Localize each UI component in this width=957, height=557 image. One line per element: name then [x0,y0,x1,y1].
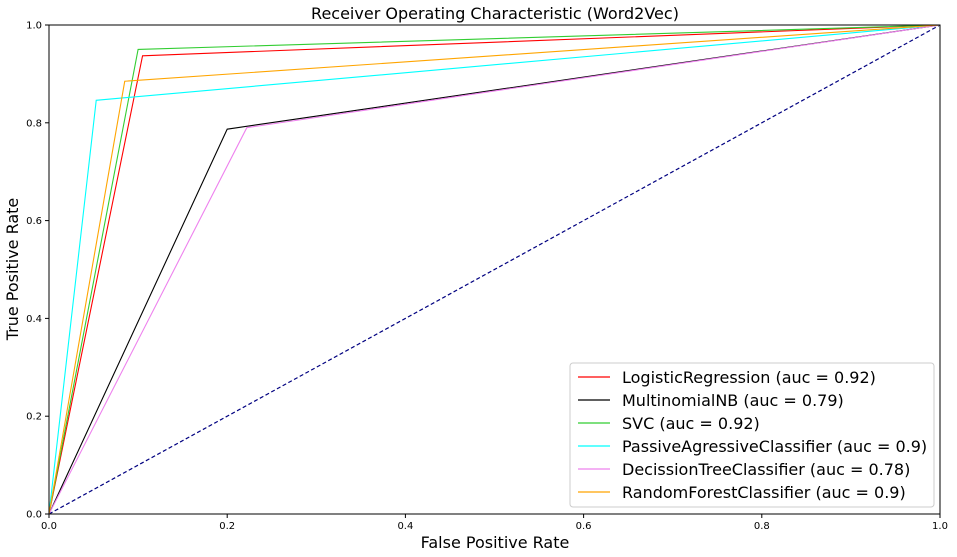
x-tick-label: 0.6 [576,521,592,532]
series-line-5 [48,24,941,515]
x-axis-label: False Positive Rate [421,533,570,552]
legend-label-5: RandomForestClassifier (auc = 0.9) [622,483,906,502]
legend-label-1: MultinomialNB (auc = 0.79) [622,391,844,410]
x-tick-label: 0.4 [397,521,413,532]
y-tick-label: 0.6 [26,216,42,227]
legend-label-0: LogisticRegression (auc = 0.92) [622,368,876,387]
y-tick-label: 1.0 [26,21,42,32]
x-tick-label: 0.8 [754,521,770,532]
y-tick-label: 0.0 [26,510,42,521]
series-line-0 [48,24,941,515]
x-tick-label: 0.2 [219,521,235,532]
reference-diagonal-line [48,24,941,515]
series-line-4 [48,24,941,515]
y-axis-label: True Positive Rate [3,198,22,342]
legend: LogisticRegression (auc = 0.92) Multinomi… [569,362,935,508]
legend-label-4: DecissionTreeClassifier (auc = 0.78) [622,460,910,479]
series-line-3 [48,24,941,515]
plot-area: 0.0 0.2 0.4 0.6 0.8 1.0 0.0 0.2 0.4 0.6 0.8 1.0 Logi… [26,21,948,533]
x-tick-label: 1.0 [932,521,948,532]
y-tick-label: 0.2 [26,412,42,423]
legend-label-2: SVC (auc = 0.92) [622,414,760,433]
legend-box [569,362,935,508]
y-tick-label: 0.8 [26,118,42,129]
series-line-2 [48,24,941,515]
x-tick-label: 0.0 [41,521,57,532]
legend-label-3: PassiveAgressiveClassifier (auc = 0.9) [622,437,927,456]
y-tick-label: 0.4 [26,314,42,325]
axes-frame [48,24,941,515]
chart-title: Receiver Operating Characteristic (Word2… [311,4,679,23]
